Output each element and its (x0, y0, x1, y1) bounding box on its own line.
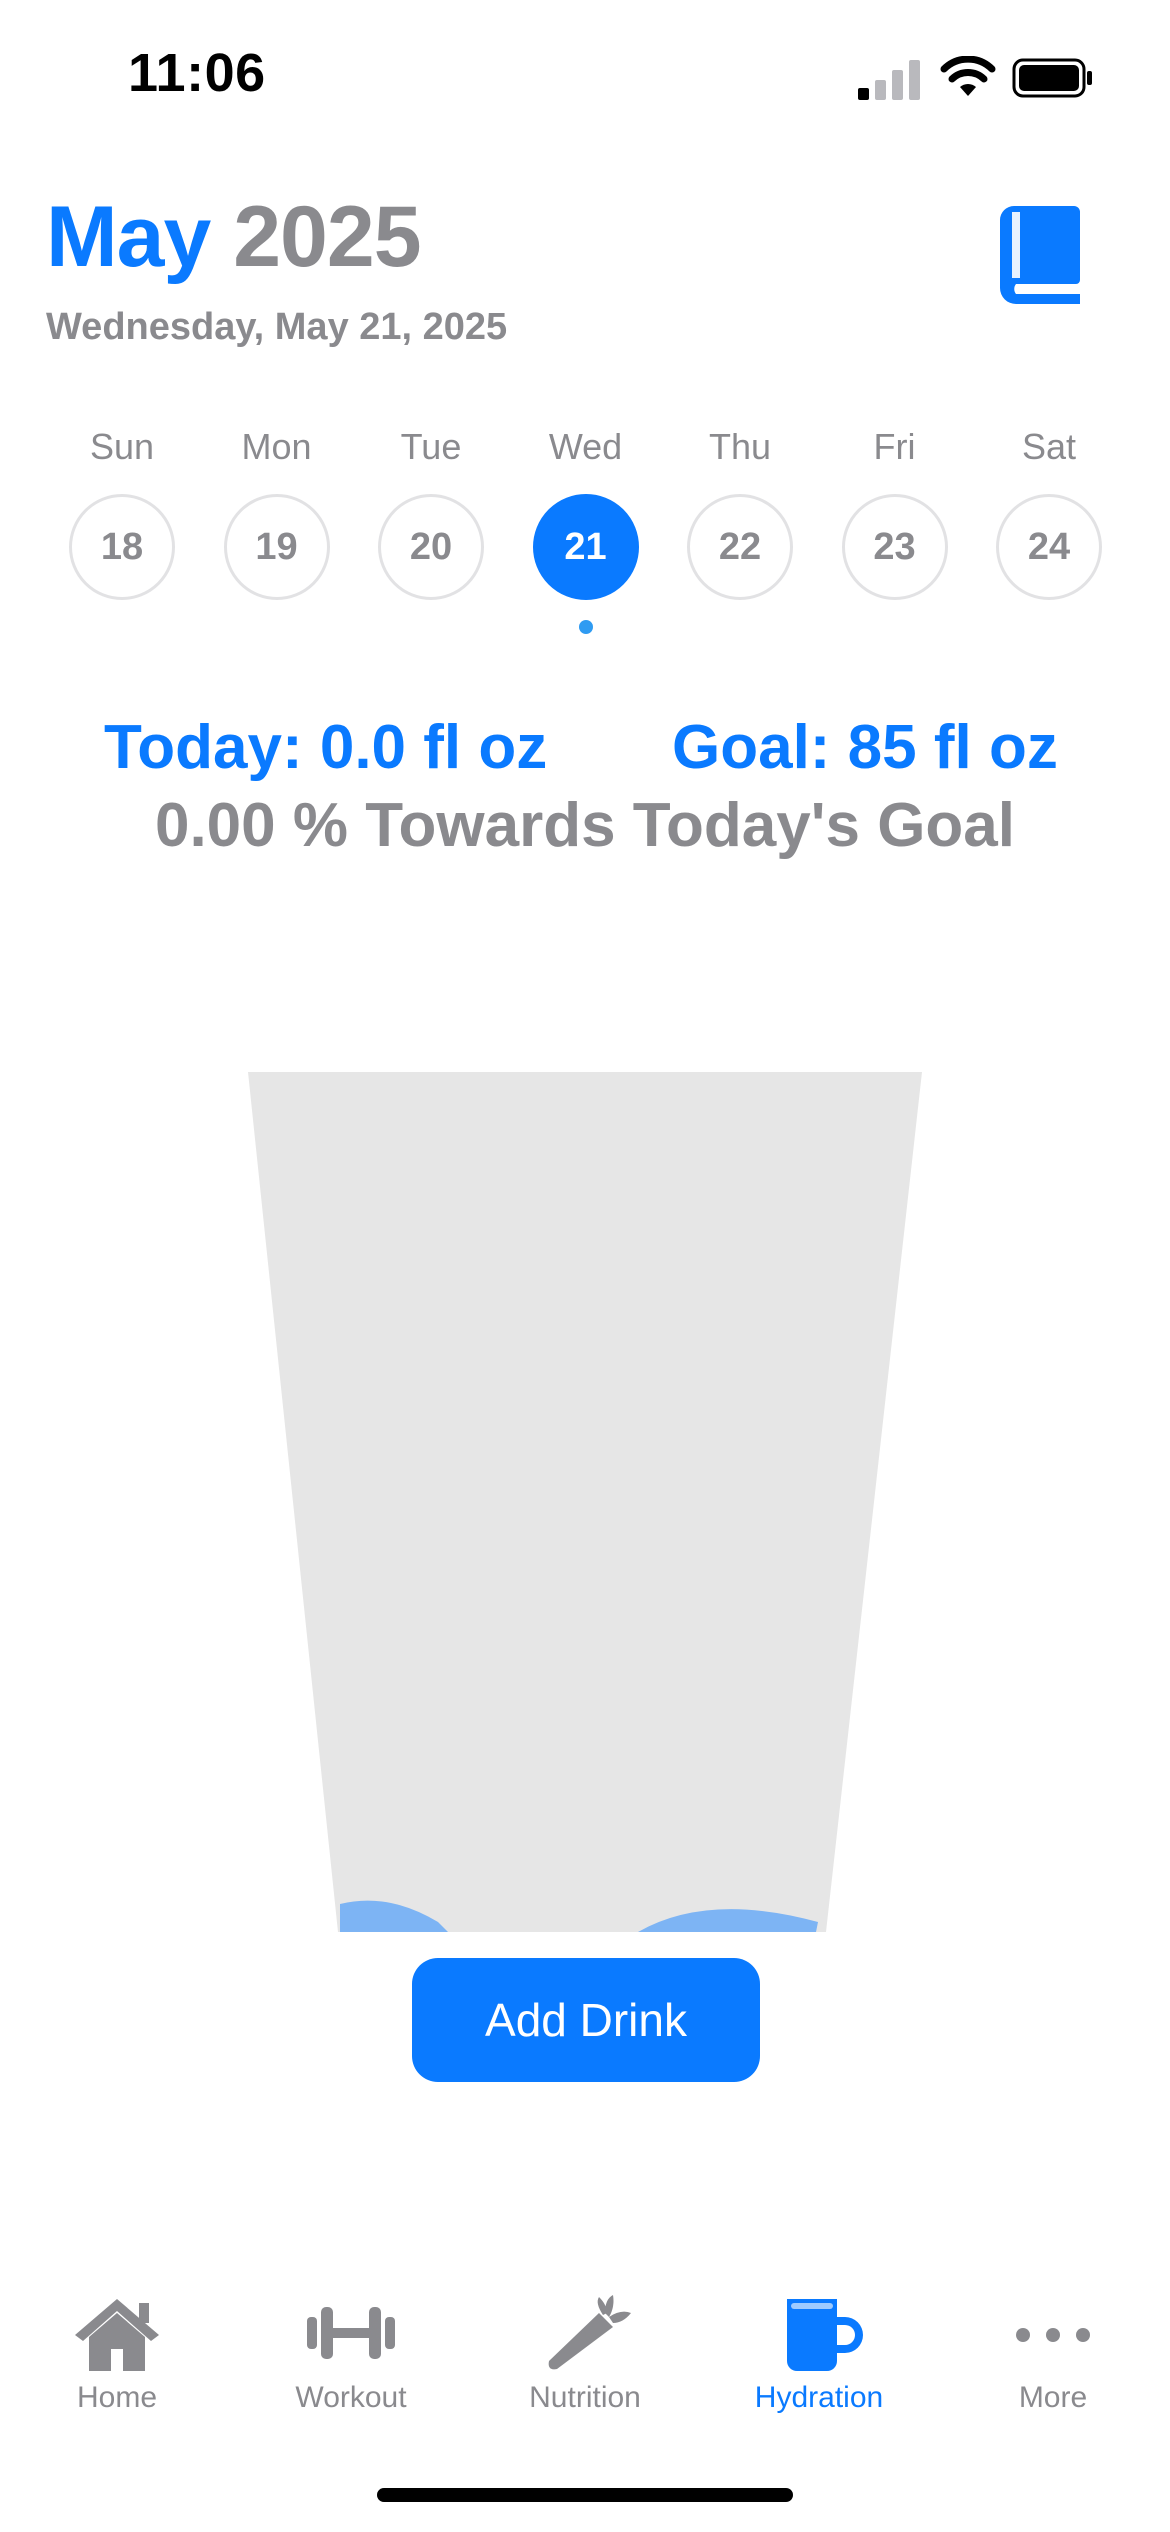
day-mon[interactable]: Mon 19 (222, 422, 332, 600)
month-year-title: May 2025 (46, 188, 422, 287)
day-number: 24 (996, 494, 1102, 600)
goal-progress-text: 0.00 % Towards Today's Goal (154, 791, 1016, 860)
tab-label-home: Home (76, 2381, 158, 2414)
day-number: 23 (841, 494, 948, 600)
add-drink-button[interactable]: Add Drink (412, 1958, 760, 2082)
battery-icon (1012, 58, 1092, 98)
status-time: 11:06 (128, 43, 266, 103)
tab-label-more: More (1018, 2381, 1088, 2414)
book-icon[interactable] (1000, 206, 1082, 304)
tab-more[interactable]: More (936, 2295, 1170, 2415)
water-glass-graphic (248, 1072, 922, 1932)
day-thu[interactable]: Thu 22 (685, 422, 795, 600)
day-number: 19 (223, 494, 330, 600)
daily-goal: Goal: 85 fl oz (672, 713, 1058, 782)
tab-hydration[interactable]: Hydration (702, 2295, 936, 2415)
mug-icon (787, 2299, 863, 2371)
house-icon (75, 2299, 159, 2371)
day-fri[interactable]: Fri 23 (840, 422, 950, 600)
tab-nutrition[interactable]: Nutrition (468, 2295, 702, 2415)
day-name: Wed (548, 426, 623, 467)
day-number: 21 (532, 494, 639, 600)
home-indicator (377, 2488, 793, 2502)
today-intake: Today: 0.0 fl oz (104, 713, 548, 782)
day-name: Sun (89, 426, 155, 467)
day-number: 18 (69, 494, 175, 600)
wifi-icon (940, 56, 996, 96)
day-sun[interactable]: Sun 18 (67, 422, 177, 600)
day-name: Fri (873, 426, 916, 467)
day-name: Tue (400, 426, 462, 467)
ellipsis-icon (1016, 2328, 1090, 2342)
day-sat[interactable]: Sat 24 (994, 422, 1104, 600)
day-name: Sat (1021, 426, 1077, 467)
month-label: May (46, 189, 211, 285)
day-name: Thu (708, 426, 772, 467)
year-label: 2025 (233, 189, 421, 285)
tab-label-hydration: Hydration (754, 2381, 884, 2414)
day-number: 22 (687, 494, 793, 600)
day-number: 20 (378, 494, 484, 600)
tab-workout[interactable]: Workout (234, 2295, 468, 2415)
dumbbell-icon (307, 2307, 395, 2359)
selected-date: Wednesday, May 21, 2025 (46, 306, 508, 348)
day-name: Mon (241, 426, 312, 467)
day-tue[interactable]: Tue 20 (376, 422, 486, 600)
carrot-icon (548, 2295, 631, 2370)
tab-label-nutrition: Nutrition (529, 2381, 641, 2414)
day-wed[interactable]: Wed 21 (531, 422, 641, 600)
selected-day-indicator (578, 620, 593, 634)
tab-label-workout: Workout (295, 2381, 407, 2414)
cellular-signal-icon (858, 60, 920, 100)
tab-home[interactable]: Home (0, 2295, 234, 2415)
